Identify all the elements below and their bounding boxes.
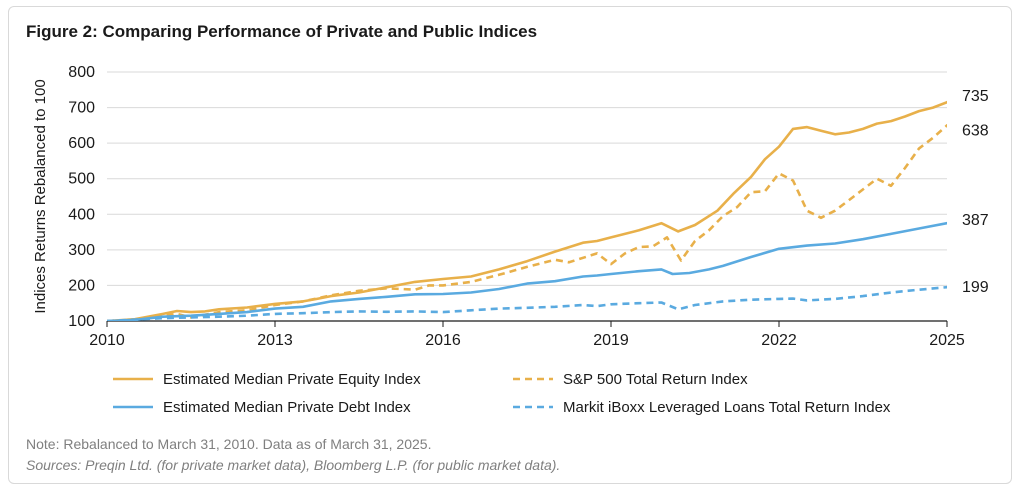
end-label-estimated-median-private-equity-index: 735 [962,88,989,105]
legend-label-markit-iboxx-leveraged-loans-total-return-index: Markit iBoxx Leveraged Loans Total Retur… [563,399,891,416]
x-tick-label-2013: 2013 [257,332,293,349]
figure-frame [8,6,1012,484]
legend-label-estimated-median-private-equity-index: Estimated Median Private Equity Index [163,371,421,388]
chart-title: Figure 2: Comparing Performance of Priva… [26,22,538,41]
y-tick-label-200: 200 [68,277,95,294]
footer-sources: Sources: Preqin Ltd. (for private market… [26,457,561,473]
y-tick-label-500: 500 [68,171,95,188]
series-line-sandp-500-total-return-index [107,124,947,321]
series-line-estimated-median-private-debt-index [107,221,947,321]
legend-label-sandp-500-total-return-index: S&P 500 Total Return Index [563,371,748,388]
end-label-estimated-median-private-debt-index: 387 [962,212,989,229]
y-tick-label-800: 800 [68,64,95,81]
footer-note: Note: Rebalanced to March 31, 2010. Data… [26,436,432,452]
y-tick-label-100: 100 [68,313,95,330]
y-tick-label-300: 300 [68,242,95,259]
legend-label-estimated-median-private-debt-index: Estimated Median Private Debt Index [163,399,411,416]
end-label-sandp-500-total-return-index: 638 [962,123,989,140]
x-tick-label-2019: 2019 [593,332,629,349]
x-tick-label-2022: 2022 [761,332,797,349]
x-tick-label-2016: 2016 [425,332,461,349]
x-tick-label-2025: 2025 [929,332,965,349]
y-tick-label-400: 400 [68,206,95,223]
y-axis-title: Indices Returns Rebalanced to 100 [32,79,49,313]
series-line-markit-iboxx-leveraged-loans-total-return-index [107,285,947,321]
y-tick-label-700: 700 [68,100,95,117]
x-tick-label-2010: 2010 [89,332,125,349]
end-label-markit-iboxx-leveraged-loans-total-return-index: 199 [962,279,989,296]
y-tick-label-600: 600 [68,135,95,152]
series-line-estimated-median-private-equity-index [107,100,947,321]
